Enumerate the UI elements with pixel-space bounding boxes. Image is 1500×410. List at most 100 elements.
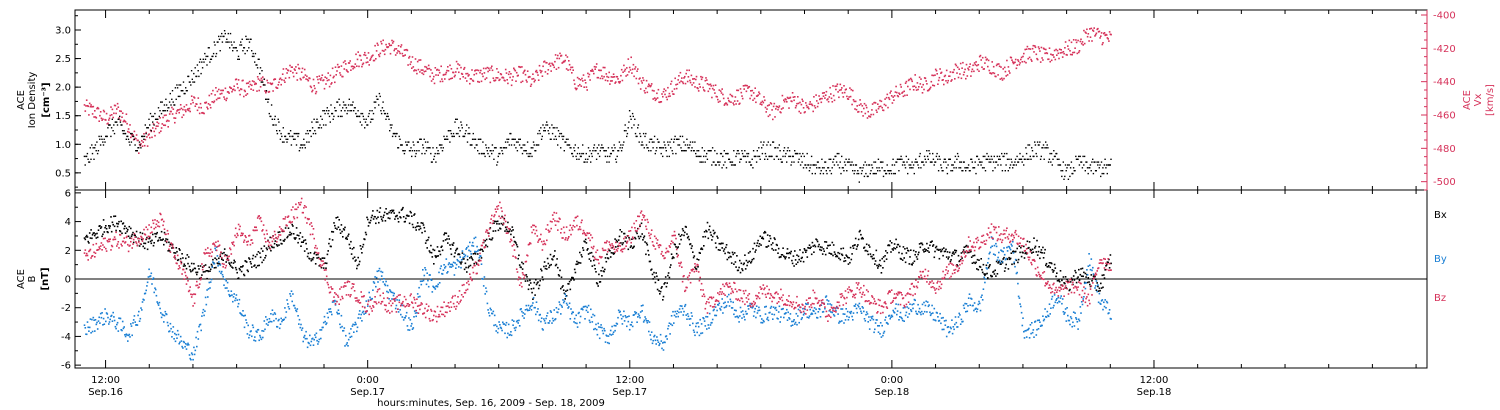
velocity-point [114, 104, 117, 107]
by-point [567, 307, 569, 309]
bx-point [919, 246, 922, 249]
velocity-point [121, 112, 124, 114]
density-point [626, 132, 629, 135]
density-point [144, 124, 146, 126]
velocity-point [637, 68, 639, 70]
velocity-point [596, 76, 599, 79]
density-point [838, 167, 841, 169]
bx-point [127, 228, 129, 231]
bx-point [535, 283, 538, 286]
bx-point [372, 210, 374, 212]
velocity-point [283, 79, 285, 82]
bx-point [623, 232, 626, 235]
bx-point [769, 237, 772, 240]
bx-point [199, 265, 202, 267]
density-point [466, 124, 468, 126]
by-point [286, 299, 288, 301]
density-point [207, 47, 210, 49]
by-point [306, 337, 308, 340]
by-point [234, 299, 236, 302]
bx-point [612, 253, 615, 255]
bx-point [576, 260, 578, 263]
velocity-point [274, 78, 277, 80]
density-point [105, 135, 107, 138]
bx-point [507, 221, 509, 224]
bx-point [214, 257, 216, 259]
by-point [131, 334, 133, 337]
density-point [864, 161, 866, 163]
density-point [432, 147, 434, 149]
density-point [1031, 147, 1033, 149]
velocity-point [769, 102, 772, 104]
velocity-point [271, 82, 274, 85]
density-point [151, 115, 153, 118]
bx-point [115, 229, 117, 232]
density-point [933, 164, 935, 166]
velocity-point [610, 76, 613, 78]
density-point [375, 101, 377, 103]
by-point [515, 320, 518, 323]
bx-point [805, 249, 808, 252]
velocity-point [200, 106, 202, 109]
velocity-point [552, 64, 555, 66]
velocity-point [295, 72, 298, 74]
by-point [527, 304, 530, 307]
bx-point [581, 255, 583, 258]
bx-point [416, 222, 419, 224]
by-point [584, 318, 586, 320]
by-point [516, 319, 519, 322]
by-point [150, 272, 153, 275]
density-point [578, 158, 580, 160]
bx-point [468, 265, 470, 268]
bx-point [300, 245, 302, 247]
density-point [571, 152, 574, 155]
velocity-point [631, 68, 634, 71]
velocity-point [420, 69, 423, 71]
bx-point [646, 244, 649, 246]
density-point [758, 147, 760, 149]
velocity-point [772, 118, 774, 121]
by-point [375, 285, 377, 288]
bx-point [345, 237, 347, 240]
velocity-point [725, 102, 728, 105]
density-point [819, 172, 822, 175]
density-point [1036, 155, 1038, 158]
bx-point [1064, 282, 1066, 285]
density-point [346, 112, 348, 115]
density-point [806, 152, 808, 155]
density-point [619, 147, 621, 149]
bx-point [1043, 252, 1046, 254]
bx-point [447, 242, 449, 244]
density-point [940, 164, 942, 166]
density-point [402, 150, 405, 152]
velocity-point [370, 56, 373, 58]
density-point [934, 161, 937, 163]
bx-point [441, 245, 443, 248]
by-point [493, 314, 496, 317]
bx-point [542, 278, 544, 281]
density-point [849, 161, 851, 163]
density-point [401, 144, 403, 146]
density-point [626, 135, 628, 138]
bx-point [160, 239, 162, 241]
density-point [692, 141, 694, 143]
bx-point [639, 225, 641, 228]
density-point [1092, 172, 1095, 175]
bx-point [197, 265, 200, 267]
density-point [766, 144, 768, 146]
velocity-point [309, 85, 312, 88]
velocity-point [521, 66, 523, 68]
bx-point [783, 255, 785, 257]
density-point [977, 164, 979, 166]
bx-point [841, 254, 844, 257]
density-point [96, 152, 99, 155]
velocity-point [495, 77, 497, 79]
by-point [124, 335, 127, 338]
velocity-point [769, 114, 771, 116]
velocity-point [629, 69, 632, 71]
density-point [1004, 170, 1006, 172]
bx-point [691, 245, 693, 247]
density-point [416, 150, 418, 152]
density-point [599, 150, 601, 152]
bx-point [881, 257, 883, 260]
